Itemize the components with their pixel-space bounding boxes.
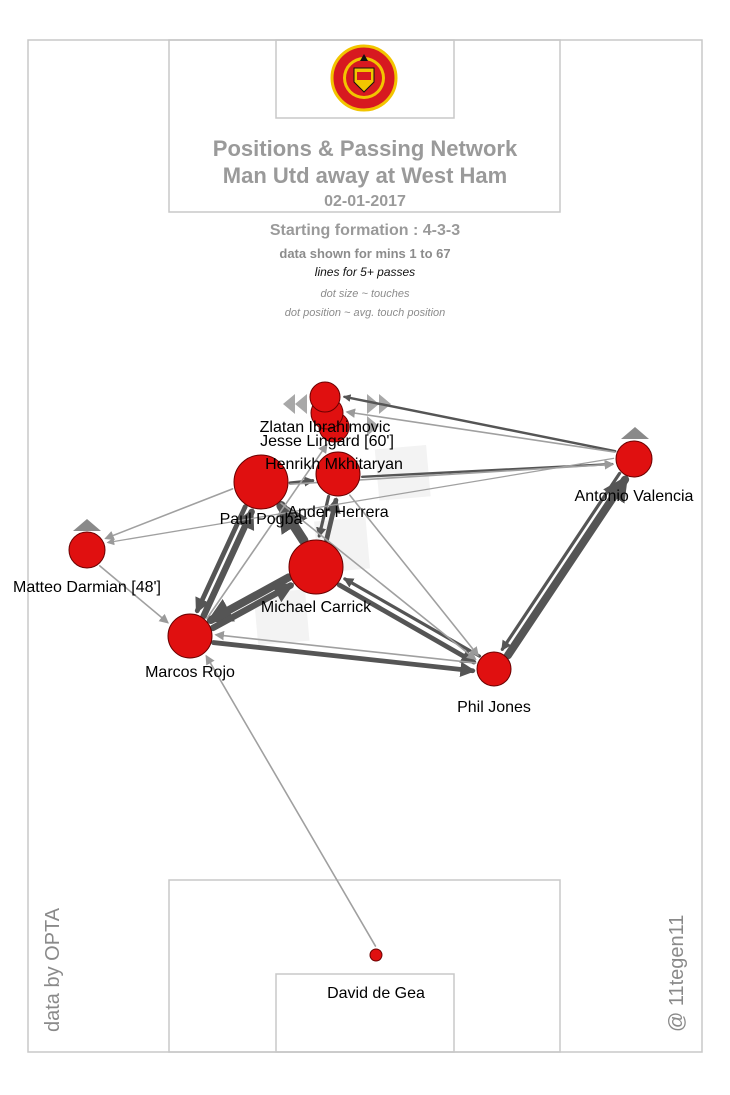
lines-note: lines for 5+ passes <box>314 265 416 279</box>
player-label-degea: David de Gea <box>327 985 425 1002</box>
player-label-jones: Phil Jones <box>457 699 531 716</box>
player-node-carrick <box>288 539 344 595</box>
pass-line-valencia-to-darmian <box>106 457 615 546</box>
player-nodes <box>68 381 653 962</box>
pass-line-jones-to-carrick <box>343 577 482 658</box>
pass-line-carrick-to-jones <box>336 582 477 665</box>
minutes-text: data shown for mins 1 to 67 <box>279 246 451 261</box>
player-node-darmian <box>68 531 106 569</box>
player-label-herrera: Ander Herrera <box>287 504 388 521</box>
pass-line-pogba-to-darmian <box>104 488 234 540</box>
pass-line-degea-to-rojo <box>205 654 377 947</box>
title-line-2: Man Utd away at West Ham <box>222 163 508 188</box>
player-label-valencia: Antonio Valencia <box>575 488 694 505</box>
pass-line-jones-to-rojo <box>214 630 477 664</box>
pass-line-pogba-to-jones <box>280 502 477 661</box>
bottom-penalty-box <box>168 879 561 1053</box>
player-node-valencia <box>615 440 653 478</box>
pass-line-valencia-to-ibrahimovic <box>342 394 617 453</box>
title-line-1: Positions & Passing Network <box>212 136 518 161</box>
pass-line-darmian-to-rojo <box>98 565 169 624</box>
player-label-darmian: Matteo Darmian [48'] <box>13 579 161 596</box>
player-node-jones <box>476 651 512 687</box>
player-node-pogba <box>233 454 289 510</box>
pass-line-rojo-to-carrick <box>209 582 295 632</box>
pass-line-rojo-to-pogba <box>200 508 255 620</box>
bottom-six-yard-box <box>275 973 455 1053</box>
player-node-herrera <box>315 451 361 497</box>
pass-line-valencia-to-lingard <box>345 408 616 453</box>
pass-line-pogba-to-rojo <box>194 504 248 614</box>
match-date: 02-01-2017 <box>324 193 406 210</box>
pitch-lines <box>27 39 703 1053</box>
pass-line-rojo-to-jones <box>211 640 476 678</box>
top-six-yard-box <box>275 39 455 119</box>
dot-size-note: dot size ~ touches <box>320 288 410 300</box>
player-label-lingard: Jesse Lingard [60'] <box>260 433 394 450</box>
player-node-ibrahimovic <box>309 381 341 413</box>
dot-position-note: dot position ~ avg. touch position <box>284 307 446 319</box>
player-label-mkhitaryan: Henrikh Mkhitaryan <box>265 456 403 473</box>
player-node-rojo <box>167 613 213 659</box>
pass-line-valencia-to-jones <box>500 471 622 652</box>
player-label-carrick: Michael Carrick <box>261 599 372 616</box>
data-source-credit: data by OPTA <box>42 907 64 1032</box>
pass-lines <box>98 394 630 947</box>
player-label-ibrahimovic: Zlatan Ibrahimovic <box>260 419 391 436</box>
valencia-direction-marker <box>621 427 649 439</box>
club-crest-logo <box>330 44 398 112</box>
formation-text: Starting formation : 4-3-3 <box>269 222 461 239</box>
player-labels: David de Gea Phil Jones Marcos Rojo Matteo … <box>13 419 694 1002</box>
pass-line-carrick-to-herrera <box>324 497 341 543</box>
darmian-direction-marker <box>73 519 101 531</box>
pass-line-carrick-to-pogba <box>276 500 309 546</box>
pass-line-rojo-to-mkhitaryan <box>206 443 328 620</box>
pass-line-herrera-to-jones <box>349 494 479 657</box>
player-label-rojo: Marcos Rojo <box>145 664 235 681</box>
author-credit: @ 11tegen11 <box>666 914 688 1032</box>
pass-line-jones-to-valencia <box>503 475 630 660</box>
player-label-pogba: Paul Pogba <box>220 511 303 528</box>
player-node-degea <box>369 948 383 962</box>
pass-line-herrera-to-carrick <box>316 494 331 538</box>
